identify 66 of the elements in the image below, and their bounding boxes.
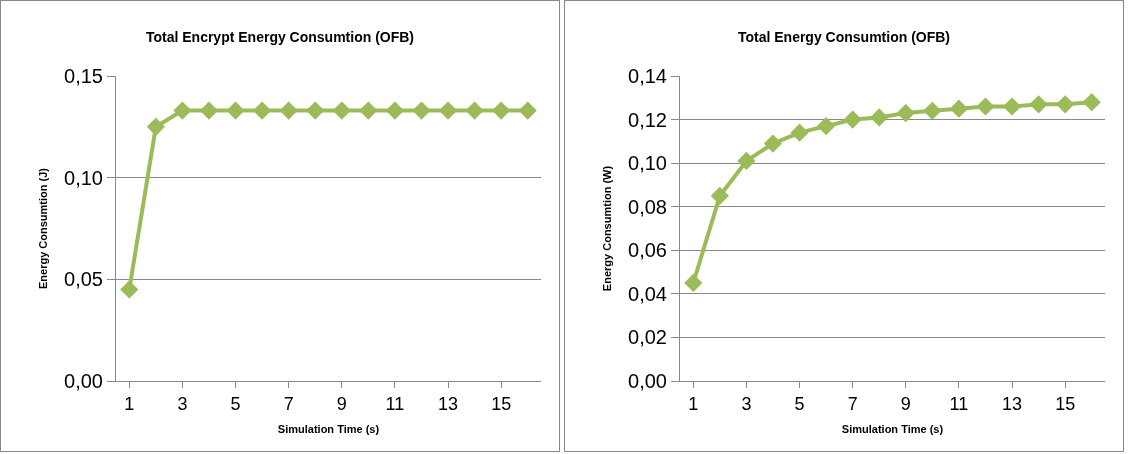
x-tick-label: 1	[688, 393, 699, 414]
x-axis-title: Simulation Time (s)	[277, 422, 380, 435]
x-tick-label: 5	[794, 393, 805, 414]
x-tick-label: 9	[900, 393, 911, 414]
x-tick-label: 7	[847, 393, 858, 414]
point	[279, 101, 298, 120]
x-tick-label: 3	[741, 393, 752, 414]
point	[763, 134, 783, 153]
point	[518, 101, 537, 120]
point	[385, 101, 405, 120]
x-tick-label: 7	[283, 393, 294, 414]
point	[710, 186, 729, 205]
x-tick-label: 15	[1055, 393, 1076, 414]
point	[1002, 97, 1022, 116]
point	[1082, 93, 1101, 112]
chart-title: Total Encrypt Energy Consumtion (OFB)	[145, 29, 415, 46]
x-tick-label: 1	[124, 393, 135, 414]
point	[199, 101, 219, 120]
point	[949, 99, 969, 118]
y-tick-label: 0,02	[628, 326, 667, 349]
y-tick-label: 0,00	[64, 370, 103, 392]
point	[465, 101, 484, 120]
x-tick-label: 11	[385, 393, 405, 414]
point	[306, 101, 325, 120]
y-axis-title: Energy Consumtion (W)	[600, 165, 613, 292]
y-tick-label: 0,06	[628, 239, 667, 262]
y-tick-label: 0,10	[628, 152, 667, 175]
point	[737, 151, 756, 171]
x-tick-label: 3	[177, 393, 188, 414]
x-tick-label: 11	[949, 393, 969, 414]
y-tick-label: 0,04	[628, 282, 667, 305]
y-axis-title: Energy Consumtion (J)	[36, 167, 49, 290]
point	[790, 123, 809, 142]
y-tick-label: 0,15	[64, 65, 103, 87]
point	[438, 101, 458, 120]
x-tick-label: 5	[230, 393, 241, 414]
point	[146, 117, 165, 136]
point	[120, 280, 139, 299]
y-tick-label: 0,10	[64, 166, 103, 189]
y-tick-label: 0,00	[628, 370, 667, 392]
point	[976, 97, 995, 116]
x-tick-label: 15	[491, 393, 512, 414]
point	[1056, 95, 1075, 114]
point	[843, 110, 862, 129]
point	[1029, 95, 1048, 114]
point	[816, 117, 836, 136]
point	[359, 101, 378, 120]
y-tick-label: 0,08	[628, 195, 667, 218]
point	[923, 101, 942, 120]
x-tick-label: 13	[438, 393, 459, 414]
point	[173, 101, 192, 120]
y-tick-label: 0,05	[64, 268, 103, 291]
x-tick-label: 13	[1002, 393, 1023, 414]
point	[684, 273, 703, 293]
point	[896, 103, 915, 123]
point	[252, 101, 272, 120]
chart-title: Total Energy Consumtion (OFB)	[737, 29, 951, 46]
y-tick-label: 0,12	[628, 108, 667, 131]
point	[492, 101, 511, 120]
x-tick-label: 9	[336, 393, 347, 414]
point	[412, 101, 431, 120]
point	[226, 101, 245, 120]
point	[332, 101, 351, 120]
x-axis-title: Simulation Time (s)	[841, 422, 944, 435]
point	[870, 108, 889, 127]
y-tick-label: 0,14	[628, 65, 667, 87]
